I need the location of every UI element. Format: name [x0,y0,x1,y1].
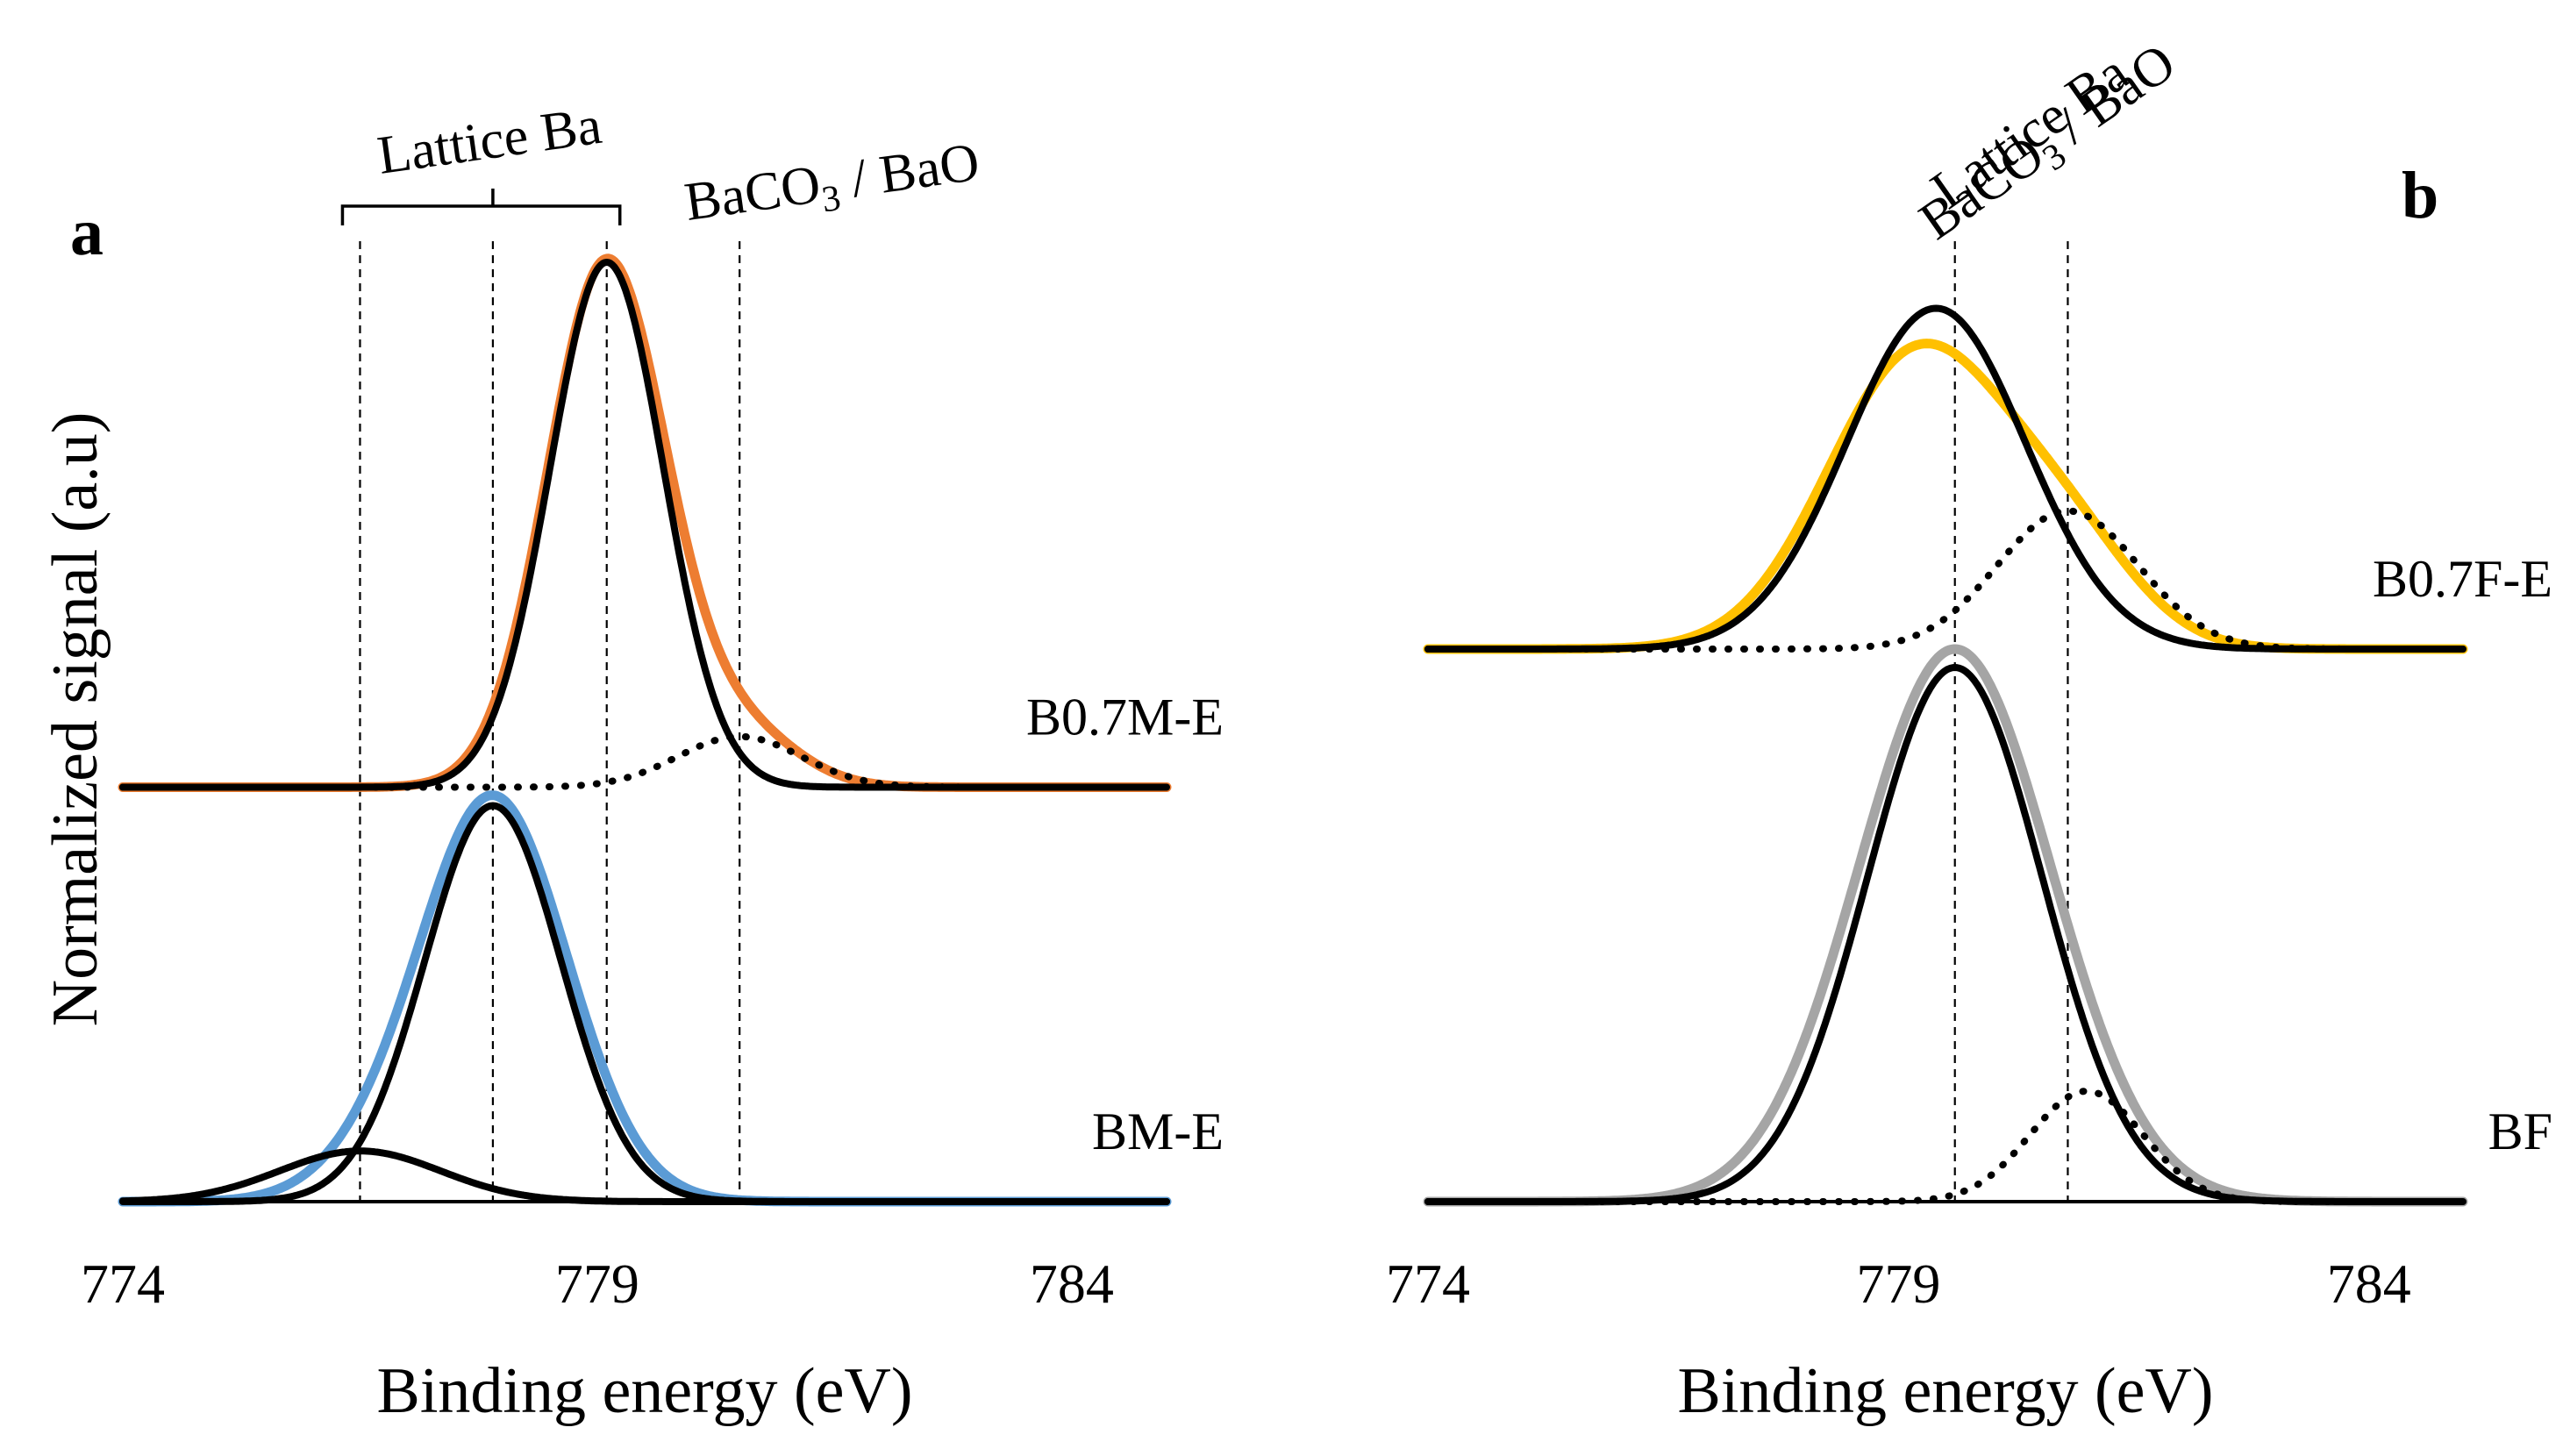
annotation-baco3-bao: BaCO3 / BaO [681,132,983,239]
x-axis-label: Binding energy (eV) [1677,1355,2213,1427]
series-label-b0-7f-e: B0.7F-E [2373,550,2552,608]
x-tick-779: 779 [555,1253,639,1315]
y-axis-label: Normalized signal (a.u) [39,412,111,1027]
series-label-b0-7m-e: B0.7M-E [1026,689,1224,746]
series-b0-7f-e [1423,339,2468,654]
x-tick-784: 784 [1030,1253,1114,1315]
series-bm-e-lattice-component [119,802,1170,1205]
x-tick-774: 774 [1386,1253,1470,1315]
panel-b-letter: b [2402,159,2438,232]
series-b0-7m-e-baco3-bao-component [119,732,1170,791]
series-b0-7f-e-lattice-component [1424,304,2466,653]
panel-a-letter: a [70,196,104,269]
lattice-bracket [340,189,622,225]
series-bf-baco3-bao-component [1424,1088,2466,1205]
series-bm-e [118,790,1172,1207]
x-tick-774: 774 [81,1253,165,1315]
annotation-lattice-ba: Lattice Ba [374,96,604,186]
x-tick-784: 784 [2327,1253,2411,1315]
series-label-bf: BF [2488,1103,2552,1160]
series-bf [1423,644,2468,1207]
panel-a-chart: a B0.7M-E BM-E 774 779 784 Binding energy (eV)… [70,96,1224,1427]
series-b0-7m-e [118,253,1172,792]
x-tick-779: 779 [1856,1253,1940,1315]
series-bf-lattice-component [1424,664,2466,1205]
annotation-baco3-bao: BaCO3 / BaO [1909,32,2189,257]
series-bm-e-minor-component [119,1147,1170,1205]
series-b0-7f-e-baco3-bao-component [1424,507,2466,653]
series-label-bm-e: BM-E [1092,1103,1224,1160]
x-axis-label: Binding energy (eV) [376,1355,912,1427]
